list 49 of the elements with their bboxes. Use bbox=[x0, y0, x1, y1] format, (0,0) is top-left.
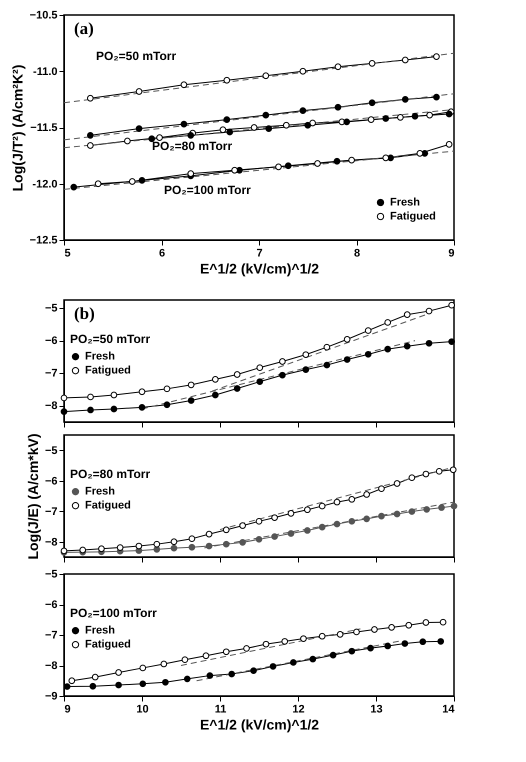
legend-label: Fresh bbox=[85, 624, 116, 637]
legend-label: Fresh bbox=[85, 350, 116, 363]
legend-label: Fatigued bbox=[85, 638, 131, 651]
x-axis-title: E^1/2 (kV/cm)^1/2 bbox=[200, 260, 320, 276]
annotation: PO₂=50 mTorr bbox=[96, 49, 176, 63]
x-tick-label: 11 bbox=[214, 704, 226, 716]
y-tick-label: −6 bbox=[44, 475, 58, 488]
x-axis-title: E^1/2 (kV/cm)^1/2 bbox=[200, 716, 320, 732]
y-tick-label: −6 bbox=[44, 599, 58, 611]
x-tick-label: 5 bbox=[64, 248, 71, 260]
y-tick-label: −8 bbox=[44, 400, 58, 412]
x-tick-label: 6 bbox=[158, 248, 166, 260]
y-tick-label: −5 bbox=[44, 444, 58, 457]
y-tick-label: −7 bbox=[44, 368, 58, 380]
y-axis-title: Log(J/T²) (A/cm²K²) bbox=[10, 64, 26, 192]
legend-title: PO₂=80 mTorr bbox=[70, 467, 150, 482]
y-tick-label: -12.0 bbox=[32, 178, 58, 190]
y-tick-label: −7 bbox=[44, 630, 58, 642]
x-tick-label: 7 bbox=[256, 248, 263, 260]
y-tick-label: −11.5 bbox=[30, 122, 58, 134]
legend-label: Fatigued bbox=[85, 500, 131, 512]
x-tick-label: 8 bbox=[354, 248, 360, 260]
y-tick-label: −5 bbox=[44, 302, 58, 315]
legend-label: Fresh bbox=[85, 486, 116, 498]
x-tick-label: 12 bbox=[292, 704, 305, 716]
annotation: (b) bbox=[74, 304, 95, 323]
y-tick-label: −12.5 bbox=[30, 234, 58, 246]
y-tick-label: −7 bbox=[44, 506, 58, 518]
y-tick-label: −5 bbox=[44, 568, 58, 580]
x-tick-label: 9 bbox=[448, 248, 454, 260]
y-tick-label: −10.5 bbox=[30, 10, 58, 22]
legend-title: PO₂=100 mTorr bbox=[70, 606, 158, 620]
x-tick-label: 10 bbox=[136, 704, 149, 716]
legend-label: Fatigued bbox=[85, 364, 131, 377]
y-tick-label: -11.0 bbox=[33, 66, 58, 78]
legend-title: PO₂=50 mTorr bbox=[70, 332, 150, 346]
annotation: PO₂=100 mTorr bbox=[164, 183, 252, 197]
y-tick-label: −9 bbox=[44, 690, 58, 702]
y-tick-label: −6 bbox=[44, 335, 58, 348]
y-tick-label: −8 bbox=[44, 536, 58, 548]
annotation: PO₂=80 mTorr bbox=[152, 139, 232, 153]
legend-label: Fresh bbox=[390, 196, 420, 208]
x-tick-label: 9 bbox=[64, 704, 71, 716]
legend-label: Fatigued bbox=[390, 210, 436, 222]
x-tick-label: 13 bbox=[370, 704, 383, 716]
annotation: (a) bbox=[74, 19, 94, 38]
y-tick-label: −8 bbox=[44, 660, 58, 672]
y-axis-title: Log(J/E) (A/cm*kV) bbox=[24, 433, 41, 560]
x-tick-label: 14 bbox=[442, 704, 456, 716]
